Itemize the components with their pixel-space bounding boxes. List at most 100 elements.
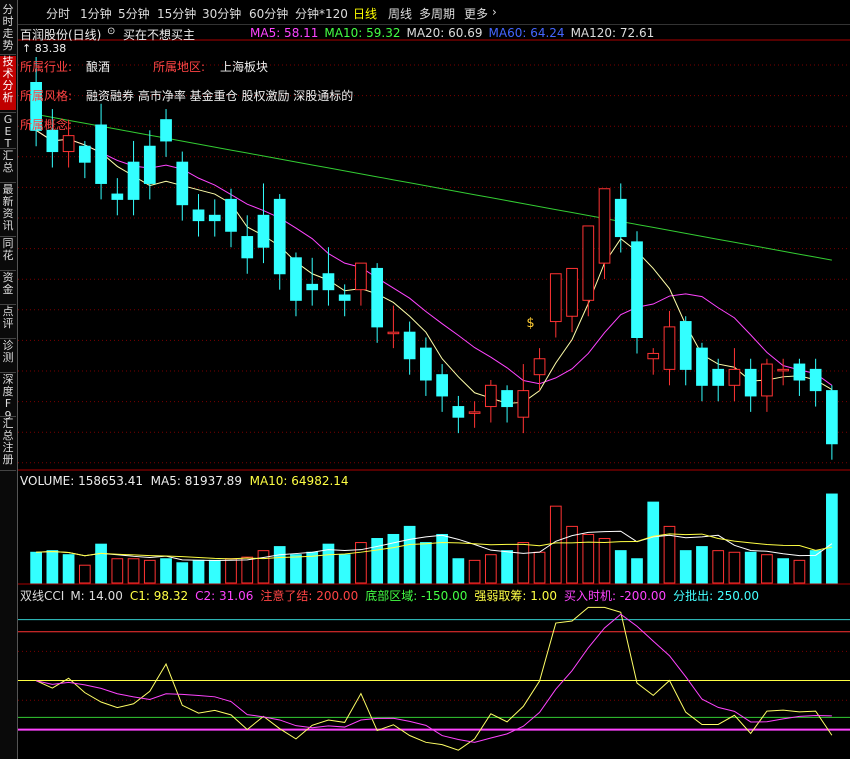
toolbar-item-2[interactable]: 5分钟 xyxy=(118,7,150,21)
volume-bar xyxy=(696,546,708,584)
candle-body xyxy=(501,390,513,408)
candle-body xyxy=(306,283,319,291)
signal-label: 买在不想买主 xyxy=(123,28,196,42)
region-label: 所属地区: xyxy=(153,60,206,74)
candle-body xyxy=(403,331,416,360)
volume-bar xyxy=(761,554,773,584)
region-value: 上海板块 xyxy=(220,60,269,74)
concept-label: 所属概念: xyxy=(20,118,73,132)
sidebar-tab-5[interactable]: 同 花 xyxy=(2,237,14,262)
volume-bar xyxy=(338,554,351,584)
ma-legend: MA5: 58.11 MA10: 59.32 MA20: 60.69 MA60: 64… xyxy=(250,26,660,40)
sidebar-tab-7[interactable]: 点 评 xyxy=(2,305,14,330)
volume-bar xyxy=(533,551,546,584)
candle-body xyxy=(143,145,156,184)
sidebar-tab-2[interactable]: G E T xyxy=(3,113,13,150)
volume-bar xyxy=(403,525,416,584)
sidebar-separator xyxy=(0,338,16,339)
candle-body xyxy=(761,363,773,397)
volume-bar xyxy=(160,558,172,584)
candle-body xyxy=(533,358,546,376)
candle-body xyxy=(647,352,660,360)
volume-bar xyxy=(582,533,595,584)
candle-body xyxy=(95,124,107,184)
toolbar-item-7[interactable]: 日线 xyxy=(353,7,378,21)
candle-body xyxy=(468,411,481,414)
candle-body xyxy=(452,406,465,418)
sidebar-separator xyxy=(0,304,16,305)
toolbar-item-4[interactable]: 30分钟 xyxy=(202,7,242,21)
cci-legend: 双线CCI M: 14.00 C1: 98.32 C2: 31.06 注意了结: 200… xyxy=(20,587,766,604)
volume-bar xyxy=(290,554,302,584)
candle-body xyxy=(46,129,59,153)
volume-bar xyxy=(631,558,643,584)
cci-param: 强弱取筹: 1.00 xyxy=(474,589,557,603)
candle-body xyxy=(436,374,448,397)
candle-body xyxy=(62,135,75,153)
candle-body xyxy=(484,384,497,408)
sidebar-tab-10[interactable]: 汇 总 注 册 xyxy=(2,417,14,466)
volume-bar xyxy=(241,556,254,584)
toolbar-item-3[interactable]: 15分钟 xyxy=(157,7,197,21)
ma-long-line xyxy=(36,113,832,261)
volume-ma10: MA10: 64982.14 xyxy=(249,474,349,488)
cci-param: C1: 98.32 xyxy=(129,589,189,603)
toolbar-item-9[interactable]: 多周期 xyxy=(419,7,456,21)
sidebar-separator xyxy=(0,148,16,149)
chevron-down-icon[interactable]: ⊙ xyxy=(107,26,116,37)
sidebar-tab-1[interactable]: 技 术 分 析 xyxy=(0,56,16,110)
sidebar-separator xyxy=(0,470,16,471)
candle-body xyxy=(176,161,189,206)
volume-bar xyxy=(517,542,530,584)
candle-body xyxy=(582,225,595,301)
toolbar-item-1[interactable]: 1分钟 xyxy=(80,7,112,21)
sidebar-tab-6[interactable]: 资 金 xyxy=(2,271,14,296)
style-value: 融资融券 高市净率 基金重仓 股权激励 深股通标的 xyxy=(86,89,354,103)
cci-param: 注意了结: 200.00 xyxy=(260,589,359,603)
volume-bar xyxy=(143,559,156,584)
cci-c1-line xyxy=(35,606,833,751)
high-price: 83.38 xyxy=(34,42,67,55)
cci-c2-line xyxy=(36,613,832,743)
candle-body xyxy=(355,262,367,291)
sidebar-tab-9[interactable]: 深 度 F 9 xyxy=(2,373,14,422)
sidebar-tab-4[interactable]: 最 新 资 讯 xyxy=(2,183,14,232)
high-price-label: ↑ 83.38 xyxy=(22,42,67,55)
candle-body xyxy=(30,82,42,131)
candle-body xyxy=(696,347,708,386)
volume-bar xyxy=(176,562,189,584)
stock-title[interactable]: 百润股份(日线) xyxy=(20,28,102,42)
toolbar-item-10[interactable]: 更多 xyxy=(464,7,489,21)
chevron-right-icon[interactable]: › xyxy=(492,5,497,19)
period-toolbar: 分时 1分钟 5分钟 15分钟 30分钟 60分钟 分钟*120 日线 周线 多周期 更多 › xyxy=(18,0,850,25)
sidebar-separator xyxy=(0,270,16,271)
candle-body xyxy=(663,326,676,370)
sidebar-separator xyxy=(0,236,16,237)
candle-body xyxy=(290,257,302,301)
cci-param: C2: 31.06 xyxy=(195,589,254,603)
ma-legend-item: MA120: 72.61 xyxy=(570,26,655,40)
sidebar-tab-8[interactable]: 诊 测 xyxy=(2,339,14,364)
sidebar-tab-0[interactable]: 分 时 走 势 xyxy=(2,3,14,52)
volume-bar xyxy=(95,543,107,584)
volume-bar xyxy=(192,559,205,584)
toolbar-item-5[interactable]: 60分钟 xyxy=(249,7,289,21)
toolbar-item-6[interactable]: 分钟*120 xyxy=(295,7,348,21)
toolbar-item-0[interactable]: 分时 xyxy=(46,7,71,21)
volume-bar xyxy=(712,550,725,584)
volume-bar xyxy=(793,559,806,584)
cci-param: 底部区域: -150.00 xyxy=(365,589,468,603)
volume-bar xyxy=(614,550,627,584)
toolbar-item-8[interactable]: 周线 xyxy=(388,7,413,21)
cci-param: 买入时机: -200.00 xyxy=(563,589,667,603)
candle-body xyxy=(241,236,254,259)
volume-bar xyxy=(46,550,59,584)
volume-bar xyxy=(549,505,562,584)
style-label: 所属风格: xyxy=(20,89,73,103)
volume-legend: VOLUME: 158653.41 MA5: 81937.89 MA10: 64… xyxy=(20,474,349,488)
candle-body xyxy=(208,214,221,222)
sidebar-separator xyxy=(0,54,16,55)
sidebar-tab-3[interactable]: 汇 总 xyxy=(2,149,14,174)
sidebar-separator xyxy=(0,416,16,417)
